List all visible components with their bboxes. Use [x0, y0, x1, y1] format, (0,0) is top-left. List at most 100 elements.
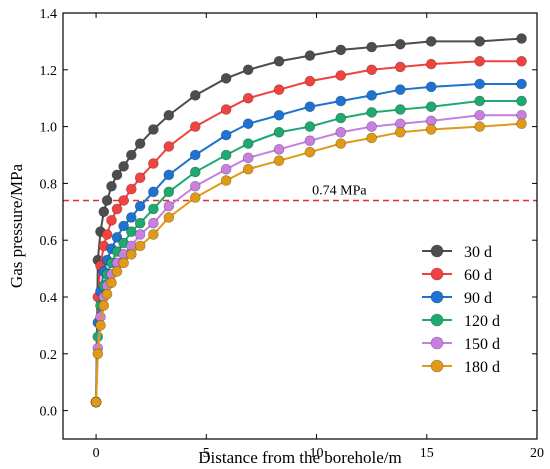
data-point — [118, 220, 129, 232]
data-point — [111, 203, 123, 215]
y-tick-label: 0.8 — [40, 177, 58, 192]
data-point — [474, 109, 485, 121]
data-point — [118, 257, 129, 269]
data-point — [106, 215, 117, 226]
data-point — [242, 138, 254, 149]
data-point — [220, 73, 232, 84]
data-point — [425, 36, 437, 47]
data-point — [90, 396, 102, 408]
x-tick-label: 10 — [310, 446, 324, 461]
data-point — [335, 95, 347, 107]
data-point — [101, 195, 113, 206]
legend-marker — [430, 313, 444, 327]
y-tick-label: 0.2 — [40, 348, 58, 363]
data-point — [335, 138, 347, 149]
data-point — [474, 121, 485, 132]
data-point — [395, 84, 406, 95]
series-line-120-d — [95, 100, 522, 403]
series-line-60-d — [95, 60, 522, 403]
y-tick-label: 0.6 — [40, 234, 58, 249]
data-point — [425, 101, 437, 113]
data-point — [163, 169, 175, 181]
data-point — [242, 92, 254, 104]
data-point — [366, 132, 377, 144]
data-point — [163, 186, 175, 198]
data-point — [101, 288, 113, 300]
data-point — [335, 44, 347, 56]
reference-line-label: 0.74 MPa — [312, 183, 367, 198]
data-point — [189, 192, 201, 203]
data-point — [220, 175, 232, 186]
data-point — [273, 155, 285, 166]
legend-marker — [430, 359, 444, 373]
data-point — [163, 212, 175, 223]
y-tick-label: 0.0 — [40, 405, 58, 420]
data-point — [134, 229, 146, 240]
legend-marker — [430, 290, 444, 304]
data-point — [134, 240, 146, 252]
data-point — [220, 163, 232, 175]
data-point — [395, 126, 406, 138]
data-point — [273, 109, 285, 121]
data-point — [126, 183, 137, 195]
data-point — [118, 195, 129, 206]
plot-frame — [62, 12, 538, 440]
series-line-150-d — [95, 114, 522, 403]
legend-marker — [430, 244, 444, 258]
data-point — [106, 180, 117, 192]
y-tick-label: 0.4 — [40, 291, 58, 306]
data-point — [395, 104, 406, 115]
data-point — [242, 163, 254, 175]
data-point — [189, 121, 201, 132]
data-point — [148, 217, 159, 229]
data-point — [126, 226, 137, 237]
legend-label: 90 d — [464, 290, 492, 307]
data-point — [126, 149, 137, 161]
legend-label: 180 d — [464, 359, 500, 376]
data-point — [425, 124, 437, 135]
data-point — [220, 104, 232, 115]
data-point — [366, 107, 377, 118]
legend: 30 d 60 d 90 d 120 d 150 d 180 d — [422, 244, 500, 376]
data-point — [148, 203, 159, 215]
data-point — [273, 126, 285, 138]
data-point — [474, 55, 485, 67]
data-point — [189, 149, 201, 161]
data-point — [189, 166, 201, 178]
data-point — [148, 186, 159, 198]
data-point — [304, 135, 316, 147]
legend-label: 120 d — [464, 313, 500, 330]
data-point — [366, 121, 377, 132]
data-point — [148, 229, 159, 240]
data-point — [111, 169, 123, 181]
data-point — [95, 320, 106, 331]
data-point — [111, 266, 123, 277]
data-point — [163, 109, 175, 121]
legend-label: 30 d — [464, 244, 492, 261]
data-point — [304, 50, 316, 61]
y-axis-title: Gas pressure/MPa — [7, 163, 26, 288]
legend-marker — [430, 267, 444, 281]
data-point — [395, 61, 406, 73]
data-point — [118, 161, 129, 172]
data-point — [98, 300, 110, 311]
data-point — [189, 90, 201, 101]
x-tick-label: 5 — [203, 446, 210, 461]
y-tick-label: 1.0 — [40, 121, 58, 136]
data-point — [92, 348, 104, 360]
data-point — [134, 172, 146, 184]
data-point — [189, 180, 201, 192]
x-tick-label: 0 — [93, 446, 100, 461]
data-point — [335, 112, 347, 124]
data-point — [474, 78, 485, 90]
legend-marker — [430, 336, 444, 350]
x-tick-label: 20 — [530, 446, 544, 461]
legend-label: 60 d — [464, 267, 492, 284]
data-point — [366, 90, 377, 101]
data-point — [101, 229, 113, 240]
data-point — [134, 138, 146, 149]
axes-layer: 0 5 10 15 20 0.0 0.2 0.4 0.6 0.8 1.0 1.2 1.4 — [40, 7, 545, 461]
data-point — [395, 38, 406, 50]
x-tick-label: 15 — [420, 446, 434, 461]
